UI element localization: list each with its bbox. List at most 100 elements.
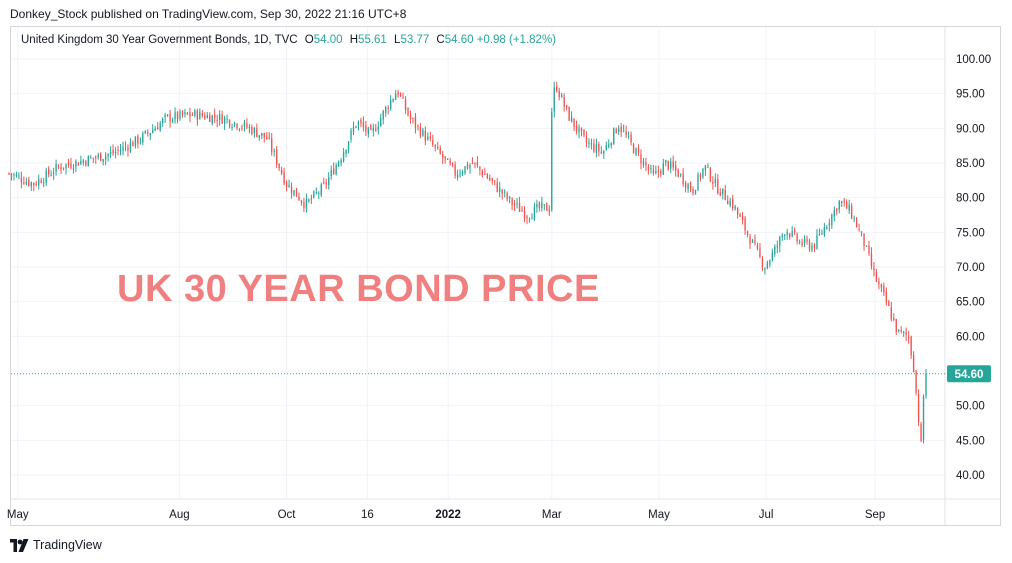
chart-annotation-title: UK 30 YEAR BOND PRICE: [117, 268, 600, 310]
last-price-badge: [947, 365, 991, 383]
candle-body: [394, 93, 397, 100]
candle-body: [583, 129, 585, 136]
candle-body: [565, 105, 568, 108]
candle-body: [280, 169, 283, 174]
candle-body: [305, 199, 308, 209]
candle-body: [427, 136, 429, 140]
candle-body: [456, 174, 459, 178]
candle-body: [377, 126, 379, 130]
candle-body: [419, 126, 422, 137]
candle-body: [511, 198, 513, 205]
candle-body: [342, 152, 345, 162]
candle-body: [179, 111, 181, 119]
candle-body: [910, 336, 912, 356]
candle-body: [90, 157, 92, 159]
candle-body: [385, 107, 387, 113]
candle-body: [558, 90, 560, 97]
candle-body: [459, 173, 461, 175]
candle-body: [759, 248, 761, 257]
candle-body: [149, 133, 151, 136]
candle-body: [442, 153, 444, 159]
candle-body: [841, 201, 843, 203]
candle-body: [347, 141, 350, 150]
candle-body: [92, 157, 94, 159]
candle-body: [8, 173, 10, 175]
candle-body: [474, 162, 476, 164]
candle-body: [603, 150, 605, 154]
candle-body: [117, 149, 119, 151]
candle-body: [816, 235, 818, 249]
candle-body: [451, 162, 454, 166]
candle-body: [266, 136, 268, 140]
candle-body: [157, 127, 159, 130]
candle-body: [218, 113, 221, 121]
candle-body: [548, 209, 550, 212]
candle-body: [712, 181, 714, 184]
legend-high-value: 55.61: [358, 34, 387, 46]
candle-body: [689, 182, 692, 191]
candle-body: [890, 307, 892, 320]
candle-body: [622, 130, 625, 132]
candle-body: [285, 181, 288, 187]
candle-body: [127, 147, 129, 151]
candle-body: [449, 160, 451, 164]
candle-body: [736, 207, 739, 215]
candle-body: [677, 169, 679, 177]
candle-body: [100, 152, 102, 161]
candle-body: [719, 192, 721, 196]
candle-body: [432, 140, 434, 146]
candle-body: [501, 189, 503, 194]
candle-body: [30, 182, 32, 187]
candle-body: [732, 199, 734, 208]
candle-body: [191, 114, 194, 116]
candle-body: [791, 230, 793, 237]
candle-body: [261, 133, 263, 136]
candle-body: [65, 164, 67, 169]
tradingview-brand[interactable]: TradingView: [10, 538, 102, 552]
candle-body: [789, 233, 791, 238]
candle-body: [80, 160, 82, 165]
candle-body: [546, 203, 548, 211]
candle-body: [838, 201, 840, 210]
candle-body: [675, 165, 677, 171]
candle-body: [642, 160, 645, 166]
candle-body: [836, 208, 838, 212]
candle-body: [793, 230, 796, 233]
candle-body: [124, 146, 127, 148]
candle-body: [650, 167, 652, 170]
candle-body: [798, 241, 801, 243]
candle-body: [538, 202, 541, 208]
candle-body: [350, 130, 352, 140]
candle-body: [132, 142, 134, 147]
candle-body: [407, 108, 409, 116]
candle-body: [238, 128, 241, 130]
candle-body: [781, 235, 783, 238]
legend-high-label: H: [349, 34, 359, 46]
candle-body: [399, 93, 402, 97]
candle-body: [912, 355, 915, 373]
candle-body: [697, 174, 699, 190]
legend-open-label: O: [304, 34, 314, 46]
candle-body: [575, 125, 578, 132]
candle-body: [635, 148, 637, 155]
candle-body: [263, 132, 265, 138]
tradingview-logo-icon: [10, 538, 29, 552]
candle-body: [211, 115, 213, 124]
x-tick-label: Sep: [865, 509, 885, 521]
candle-body: [652, 169, 655, 174]
x-tick-label: May: [7, 509, 29, 521]
candle-body: [821, 233, 823, 235]
candle-body: [484, 173, 486, 175]
y-tick-label: 95.00: [956, 89, 985, 101]
candle-body: [444, 156, 446, 159]
candle-body: [38, 179, 40, 186]
candle-body: [142, 133, 144, 143]
candle-body: [917, 394, 920, 422]
candle-body: [295, 188, 298, 197]
candle-body: [776, 245, 778, 247]
candle-body: [144, 130, 146, 134]
candle-body: [466, 164, 469, 169]
candle-body: [446, 158, 449, 160]
candle-body: [389, 99, 392, 109]
